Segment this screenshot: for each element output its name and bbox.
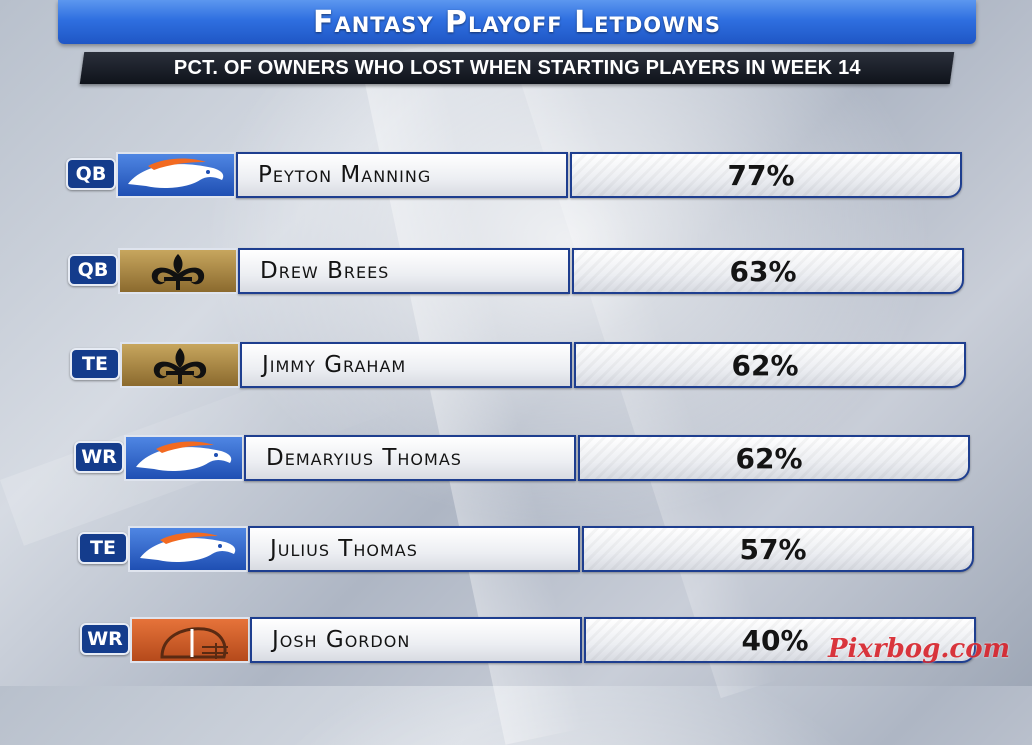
saints-logo-icon <box>118 248 238 294</box>
broncos-logo-icon <box>128 526 248 572</box>
player-name-box: Jimmy Graham <box>240 342 572 388</box>
page-title: Fantasy Playoff Letdowns <box>312 4 722 40</box>
percentage-value: 62% <box>735 441 803 475</box>
position-badge: WR <box>74 441 124 473</box>
player-name: Drew Brees <box>260 258 390 284</box>
player-name: Demaryius Thomas <box>266 445 462 471</box>
player-name-box: Julius Thomas <box>248 526 580 572</box>
position-badge: TE <box>70 348 120 380</box>
percentage-value: 77% <box>727 158 795 192</box>
player-name: Jimmy Graham <box>262 352 407 378</box>
position-badge: QB <box>66 158 116 190</box>
percentage-value: 62% <box>731 348 799 382</box>
title-bar: Fantasy Playoff Letdowns <box>58 0 976 44</box>
percentage-box: 77% <box>570 152 962 198</box>
saints-logo-icon <box>120 342 240 388</box>
player-name-box: Peyton Manning <box>236 152 568 198</box>
percentage-value: 57% <box>739 532 807 566</box>
player-name-box: Drew Brees <box>238 248 570 294</box>
percentage-box: 62% <box>578 435 970 481</box>
player-name-box: Josh Gordon <box>250 617 582 663</box>
position-badge: WR <box>80 623 130 655</box>
broncos-logo-icon <box>124 435 244 481</box>
watermark-text: Pixrbog.com <box>828 634 1011 664</box>
page-subtitle: PCT. OF OWNERS WHO LOST WHEN STARTING PL… <box>173 56 861 79</box>
browns-logo-icon <box>130 617 250 663</box>
player-name: Peyton Manning <box>258 162 432 188</box>
position-badge: QB <box>68 254 118 286</box>
percentage-box: 57% <box>582 526 974 572</box>
percentage-box: 63% <box>572 248 964 294</box>
percentage-box: 40% <box>584 617 976 663</box>
broncos-logo-icon <box>116 152 236 198</box>
player-name: Josh Gordon <box>272 627 411 653</box>
subtitle-bar: PCT. OF OWNERS WHO LOST WHEN STARTING PL… <box>79 52 955 84</box>
player-name-box: Demaryius Thomas <box>244 435 576 481</box>
percentage-value: 63% <box>729 254 797 288</box>
percentage-box: 62% <box>574 342 966 388</box>
percentage-value: 40% <box>741 623 809 657</box>
position-badge: TE <box>78 532 128 564</box>
player-name: Julius Thomas <box>270 536 418 562</box>
